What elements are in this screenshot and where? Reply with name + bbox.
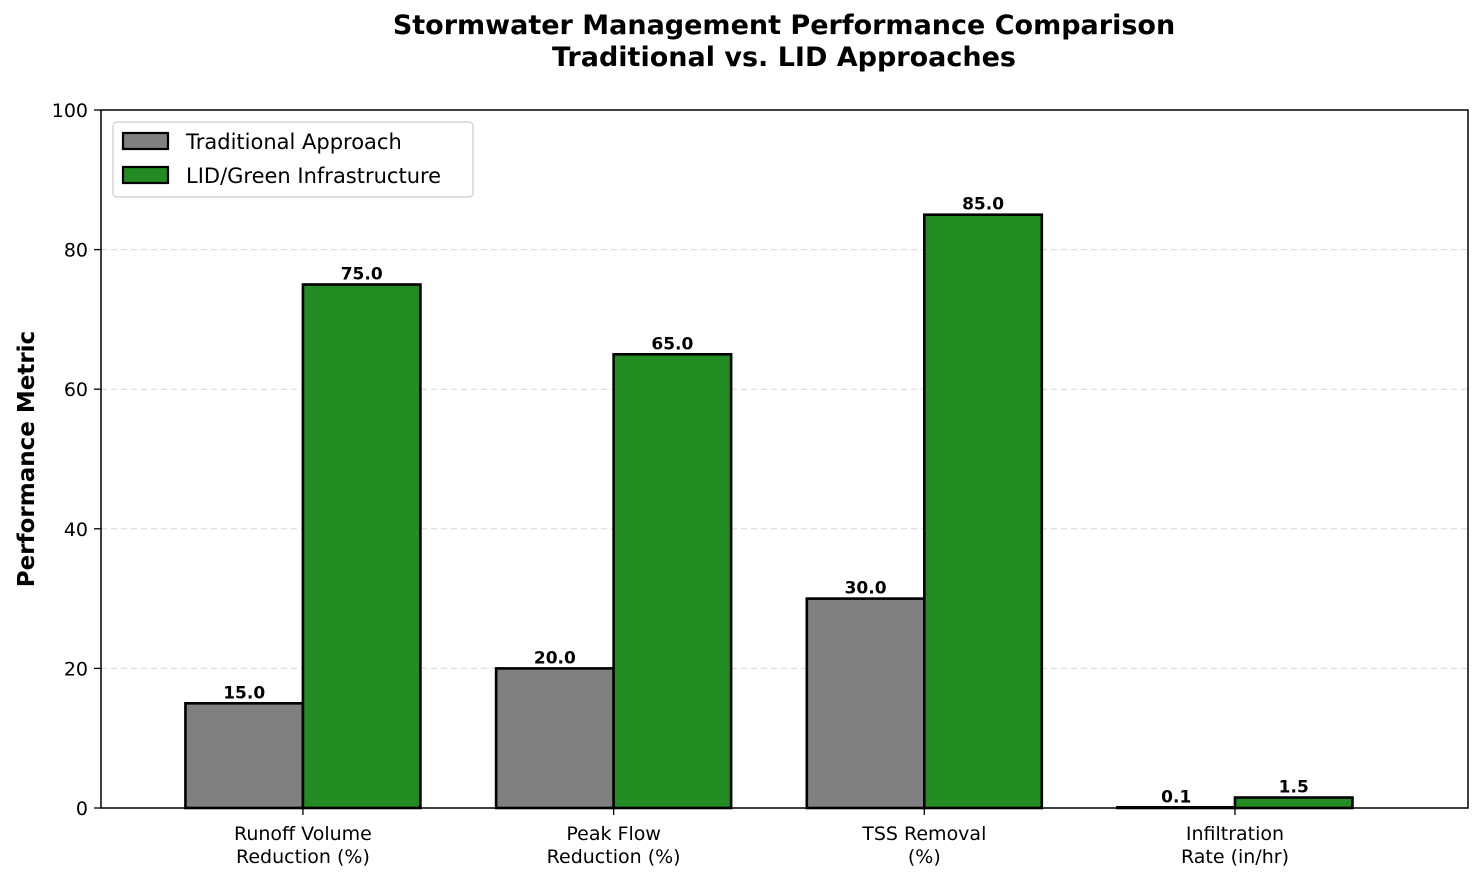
y-tick-label: 0 [76,798,88,820]
bar [805,597,926,810]
data-labels: 15.0 20.0 30.0 0.1 75.0 65.0 85.0 1.5 [223,195,1309,808]
legend: Traditional Approach LID/Green Infrastru… [112,121,474,198]
x-tick-label: Runoff Volume [234,823,372,845]
x-tick-label: Infiltration [1186,823,1284,845]
bar [612,352,733,810]
data-label: 0.1 [1161,787,1191,807]
bar [301,283,422,810]
x-tick-label: Reduction (%) [236,846,370,868]
legend-frame [112,121,474,198]
chart-title-line-1: Stormwater Management Performance Compar… [392,10,1176,41]
x-tick-label: (%) [908,846,941,868]
gridlines [101,249,1468,669]
x-tick-label: Rate (in/hr) [1181,846,1289,868]
legend-label-lid: LID/Green Infrastructure [186,164,441,188]
y-tick-label: 40 [64,519,88,541]
data-label: 1.5 [1279,778,1309,798]
plot-frame [100,109,1469,809]
y-tick-label: 80 [64,240,88,262]
data-label: 75.0 [341,265,383,285]
data-label: 15.0 [223,683,265,703]
bars [184,213,1354,810]
bar [494,667,615,810]
bar [923,213,1044,810]
data-label: 65.0 [651,334,693,354]
x-tick-label: Reduction (%) [547,846,681,868]
y-axis-label: Performance Metric [14,331,40,587]
x-tick-label: Peak Flow [566,823,661,845]
data-label: 30.0 [845,579,887,599]
y-tick-label: 100 [52,100,88,122]
data-label: 20.0 [534,648,576,668]
bar [1233,796,1354,810]
y-axis-ticks: 0 20 40 60 80 100 [52,100,101,820]
legend-label-traditional: Traditional Approach [185,130,402,154]
chart-title: Stormwater Management Performance Compar… [100,10,1468,74]
y-tick-label: 20 [64,658,88,680]
legend-swatch-traditional [121,131,170,151]
legend-swatch-lid [121,165,170,185]
data-label: 85.0 [962,195,1004,215]
bar [184,701,305,810]
chart-title-line-2: Traditional vs. LID Approaches [551,42,1016,73]
x-tick-label: TSS Removal [861,823,986,845]
y-tick-label: 60 [64,379,88,401]
